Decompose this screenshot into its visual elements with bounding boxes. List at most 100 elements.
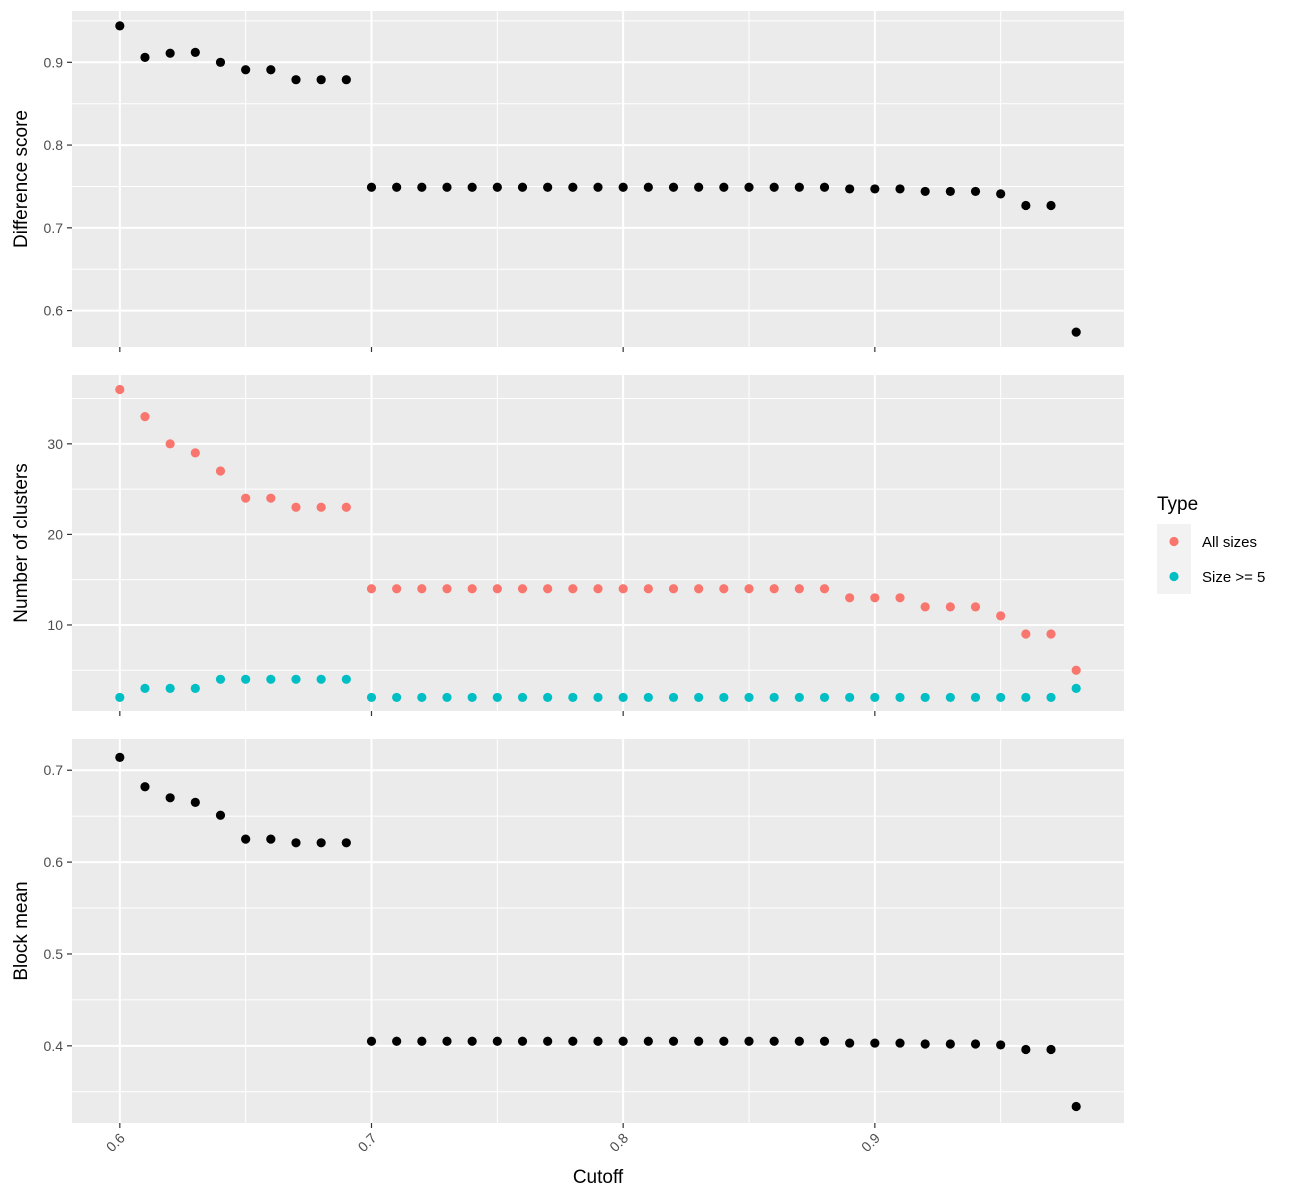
data-point [291,502,301,512]
data-point [1071,1101,1081,1112]
data-point [215,57,226,67]
data-point [115,752,125,762]
data-point [568,692,578,703]
y-tick-label: 0.6 [44,854,64,870]
data-point [744,1036,754,1046]
data-point [920,186,930,197]
data-point [643,692,653,703]
data-point [517,182,528,192]
series-2 [115,674,1081,703]
data-point [341,838,351,848]
data-point [266,834,276,844]
data-point [794,584,804,594]
series-1 [115,21,1081,337]
data-point [895,1038,905,1048]
data-point [140,683,150,693]
data-point [442,584,452,594]
data-point [1046,200,1056,211]
x-tick-label: 0.7 [355,1130,380,1155]
data-point [920,692,930,703]
legend-label: Size >= 5 [1202,569,1265,586]
data-point [543,182,553,192]
data-point [190,797,200,807]
y-axis-title: Difference score [11,110,32,248]
data-point [1071,327,1081,337]
data-point [543,584,553,594]
data-point [467,692,477,703]
data-point [1071,683,1081,693]
data-point [970,692,981,703]
data-point [341,502,351,512]
data-point [719,584,729,594]
data-point [1046,692,1056,703]
data-point [266,65,276,75]
data-point [945,602,955,612]
data-point [392,1036,402,1046]
data-point [392,584,402,594]
data-point [266,674,276,684]
data-point [366,182,377,192]
data-point [291,674,301,684]
data-point [593,1036,603,1046]
data-point [517,1036,528,1046]
legend-label: All sizes [1202,534,1257,551]
data-point [492,1036,502,1046]
y-tick-label: 0.4 [44,1038,64,1054]
data-point [543,692,553,703]
data-point [316,502,326,512]
legend: Type All sizes Size >= 5 [1157,494,1265,594]
data-point [819,692,830,703]
data-point [140,412,150,422]
data-point [870,692,880,703]
data-point [417,182,427,192]
data-point [316,674,326,684]
data-point [417,1036,427,1046]
data-point [593,182,603,192]
data-point [794,182,804,192]
y-tick-label: 10 [47,617,63,633]
data-point [341,674,351,684]
data-point [165,48,175,58]
data-point [1071,665,1081,675]
y-tick-label: 30 [47,436,63,452]
y-tick-label: 0.9 [44,54,64,70]
data-point [719,692,729,703]
data-point [140,52,150,62]
data-point [870,184,880,194]
data-point [392,692,402,703]
data-point [492,584,502,594]
data-point [996,1040,1006,1050]
data-point [467,1036,477,1046]
data-point [115,692,125,703]
data-point [719,1036,729,1046]
data-point [215,810,226,820]
data-point [643,1036,653,1046]
y-tick-label: 0.6 [44,303,64,319]
data-point [618,584,628,594]
data-point [568,182,578,192]
data-point [1046,629,1056,639]
data-point [895,692,905,703]
data-point [870,593,880,603]
data-point [996,611,1006,621]
data-point [744,182,754,192]
data-point [668,584,679,594]
data-point [366,584,377,594]
data-point [819,1036,830,1046]
data-point [366,692,377,703]
panel-background [72,375,1124,711]
y-tick-label: 0.8 [44,137,64,153]
y-axis-title: Number of clusters [11,463,32,622]
data-point [618,1036,628,1046]
data-point [543,1036,553,1046]
data-point [442,1036,452,1046]
data-point [996,189,1006,199]
data-point [568,584,578,594]
y-tick-label: 0.7 [44,762,64,778]
data-point [945,1039,955,1049]
data-point [694,692,704,703]
data-point [467,584,477,594]
data-point [618,692,628,703]
data-point [140,782,150,792]
